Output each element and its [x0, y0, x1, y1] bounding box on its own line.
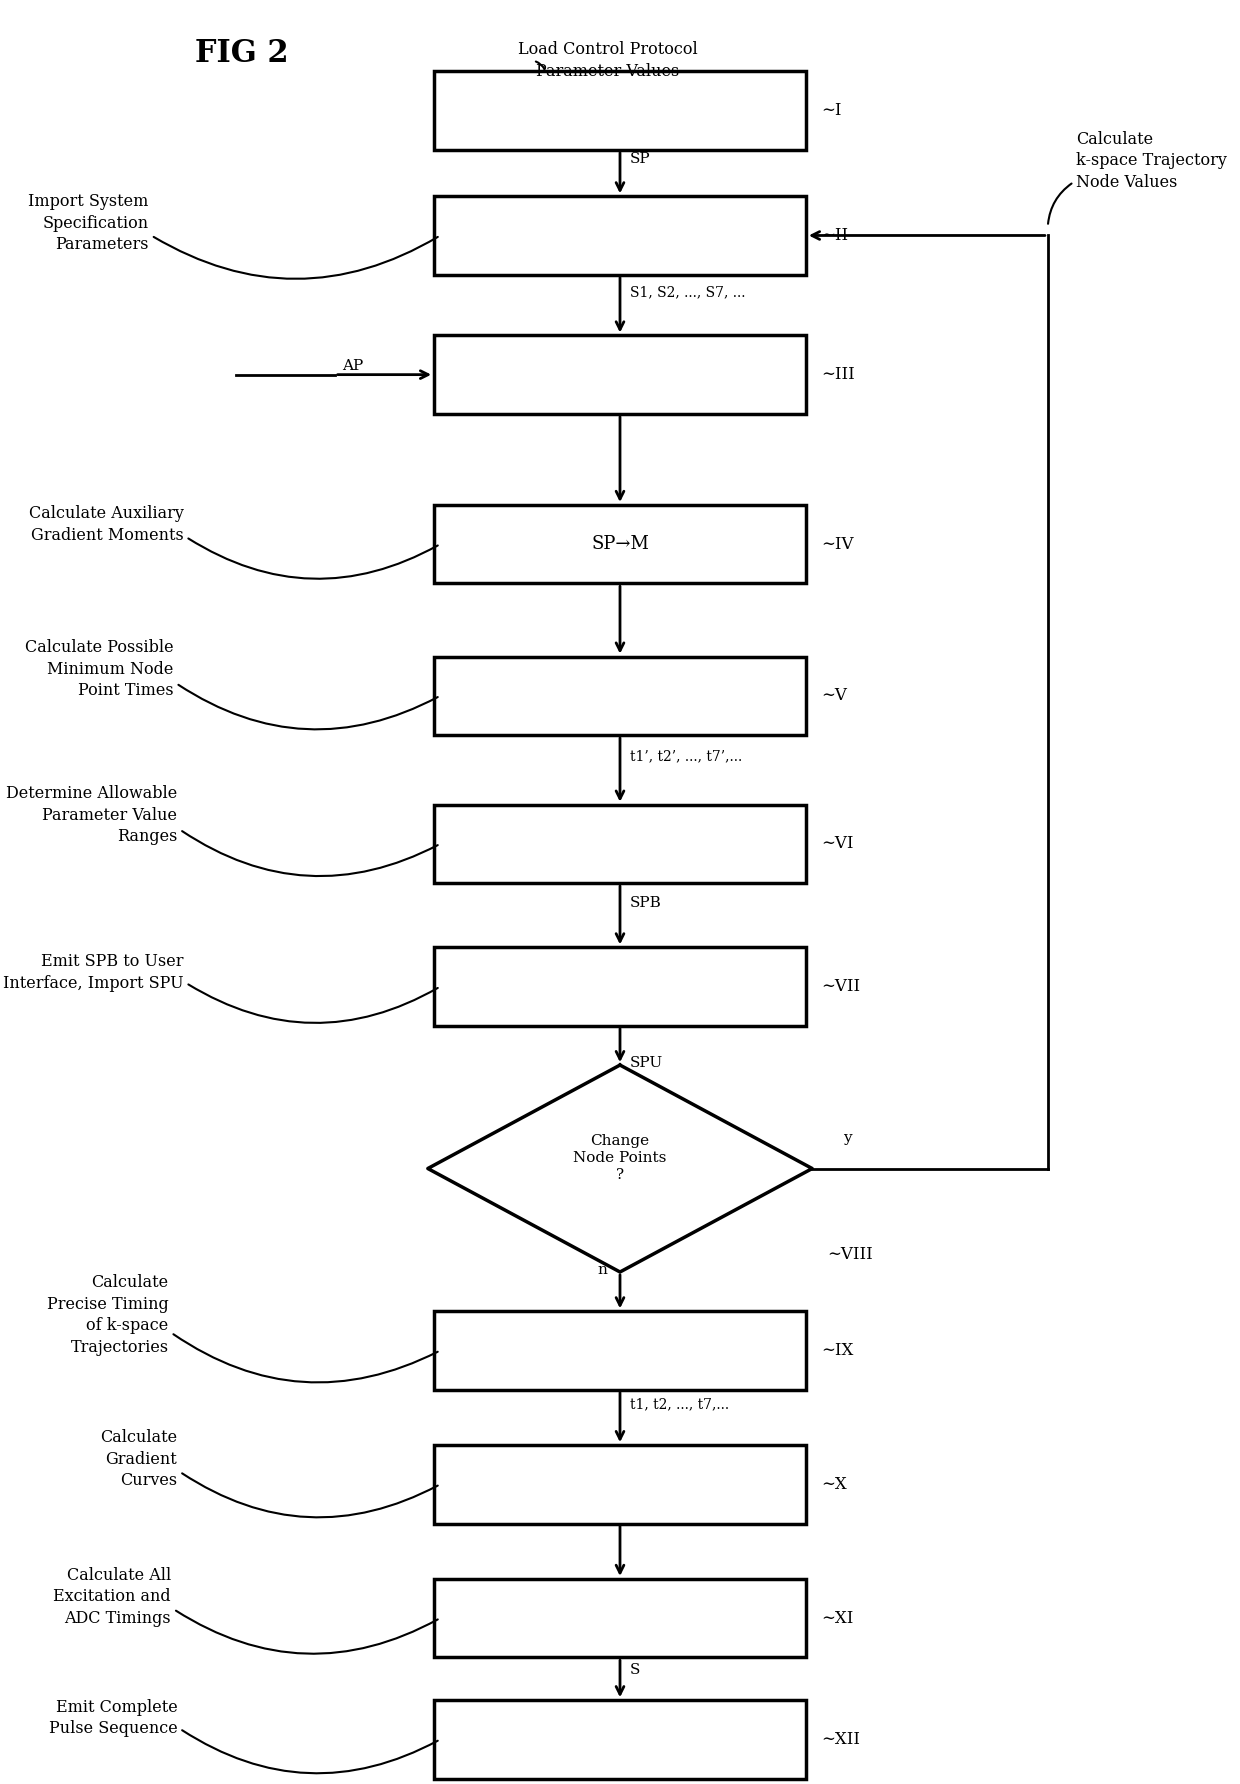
- Bar: [434, 947, 806, 1026]
- Bar: [434, 335, 806, 414]
- Text: Emit SPB to User
Interface, Import SPU: Emit SPB to User Interface, Import SPU: [2, 953, 184, 992]
- Text: y: y: [843, 1131, 852, 1145]
- Bar: [434, 71, 806, 150]
- Bar: [434, 1311, 806, 1390]
- Text: ∼I: ∼I: [821, 102, 842, 120]
- Bar: [434, 1579, 806, 1657]
- Bar: [434, 805, 806, 883]
- Text: t1’, t2’, ..., t7’,...: t1’, t2’, ..., t7’,...: [630, 749, 743, 764]
- Text: Determine Allowable
Parameter Value
Ranges: Determine Allowable Parameter Value Rang…: [6, 785, 177, 846]
- Text: Emit Complete
Pulse Sequence: Emit Complete Pulse Sequence: [48, 1698, 177, 1738]
- Text: Calculate
Precise Timing
of k-space
Trajectories: Calculate Precise Timing of k-space Traj…: [47, 1274, 169, 1356]
- Text: t1, t2, ..., t7,...: t1, t2, ..., t7,...: [630, 1397, 729, 1411]
- Text: FIG 2: FIG 2: [195, 37, 289, 70]
- Text: SPB: SPB: [630, 896, 662, 910]
- Text: Import System
Specification
Parameters: Import System Specification Parameters: [29, 193, 149, 253]
- Text: ∼V: ∼V: [821, 687, 847, 705]
- Text: ∼VII: ∼VII: [821, 978, 861, 995]
- Text: ∼VI: ∼VI: [821, 835, 853, 853]
- Text: SP→M: SP→M: [591, 535, 649, 553]
- Text: Calculate
Gradient
Curves: Calculate Gradient Curves: [100, 1429, 177, 1490]
- Text: S: S: [630, 1663, 640, 1677]
- Bar: [434, 1700, 806, 1779]
- Text: Calculate All
Excitation and
ADC Timings: Calculate All Excitation and ADC Timings: [53, 1566, 171, 1627]
- Text: ∼XI: ∼XI: [821, 1609, 853, 1627]
- Text: SP: SP: [630, 152, 651, 166]
- Text: Load Control Protocol
Parameter Values: Load Control Protocol Parameter Values: [518, 41, 697, 80]
- Text: Calculate Possible
Minimum Node
Point Times: Calculate Possible Minimum Node Point Ti…: [25, 639, 174, 699]
- Text: ∼X: ∼X: [821, 1475, 847, 1493]
- Text: Change
Node Points
?: Change Node Points ?: [573, 1133, 667, 1183]
- Text: Calculate
k-space Trajectory
Node Values: Calculate k-space Trajectory Node Values: [1076, 130, 1228, 191]
- Text: ∼II: ∼II: [821, 227, 848, 244]
- Text: n: n: [598, 1263, 608, 1277]
- Text: ∼IX: ∼IX: [821, 1342, 853, 1359]
- Text: AP: AP: [342, 359, 363, 373]
- Text: Calculate Auxiliary
Gradient Moments: Calculate Auxiliary Gradient Moments: [29, 505, 184, 544]
- Bar: [434, 657, 806, 735]
- Bar: [434, 505, 806, 583]
- Text: ∼III: ∼III: [821, 366, 854, 384]
- Text: ∼XII: ∼XII: [821, 1730, 859, 1748]
- Polygon shape: [428, 1065, 812, 1272]
- Text: ∼VIII: ∼VIII: [827, 1245, 873, 1263]
- Text: ∼IV: ∼IV: [821, 535, 853, 553]
- Bar: [434, 196, 806, 275]
- Bar: [434, 1445, 806, 1524]
- Text: S1, S2, ..., S7, ...: S1, S2, ..., S7, ...: [630, 285, 745, 300]
- Text: SPU: SPU: [630, 1056, 663, 1070]
